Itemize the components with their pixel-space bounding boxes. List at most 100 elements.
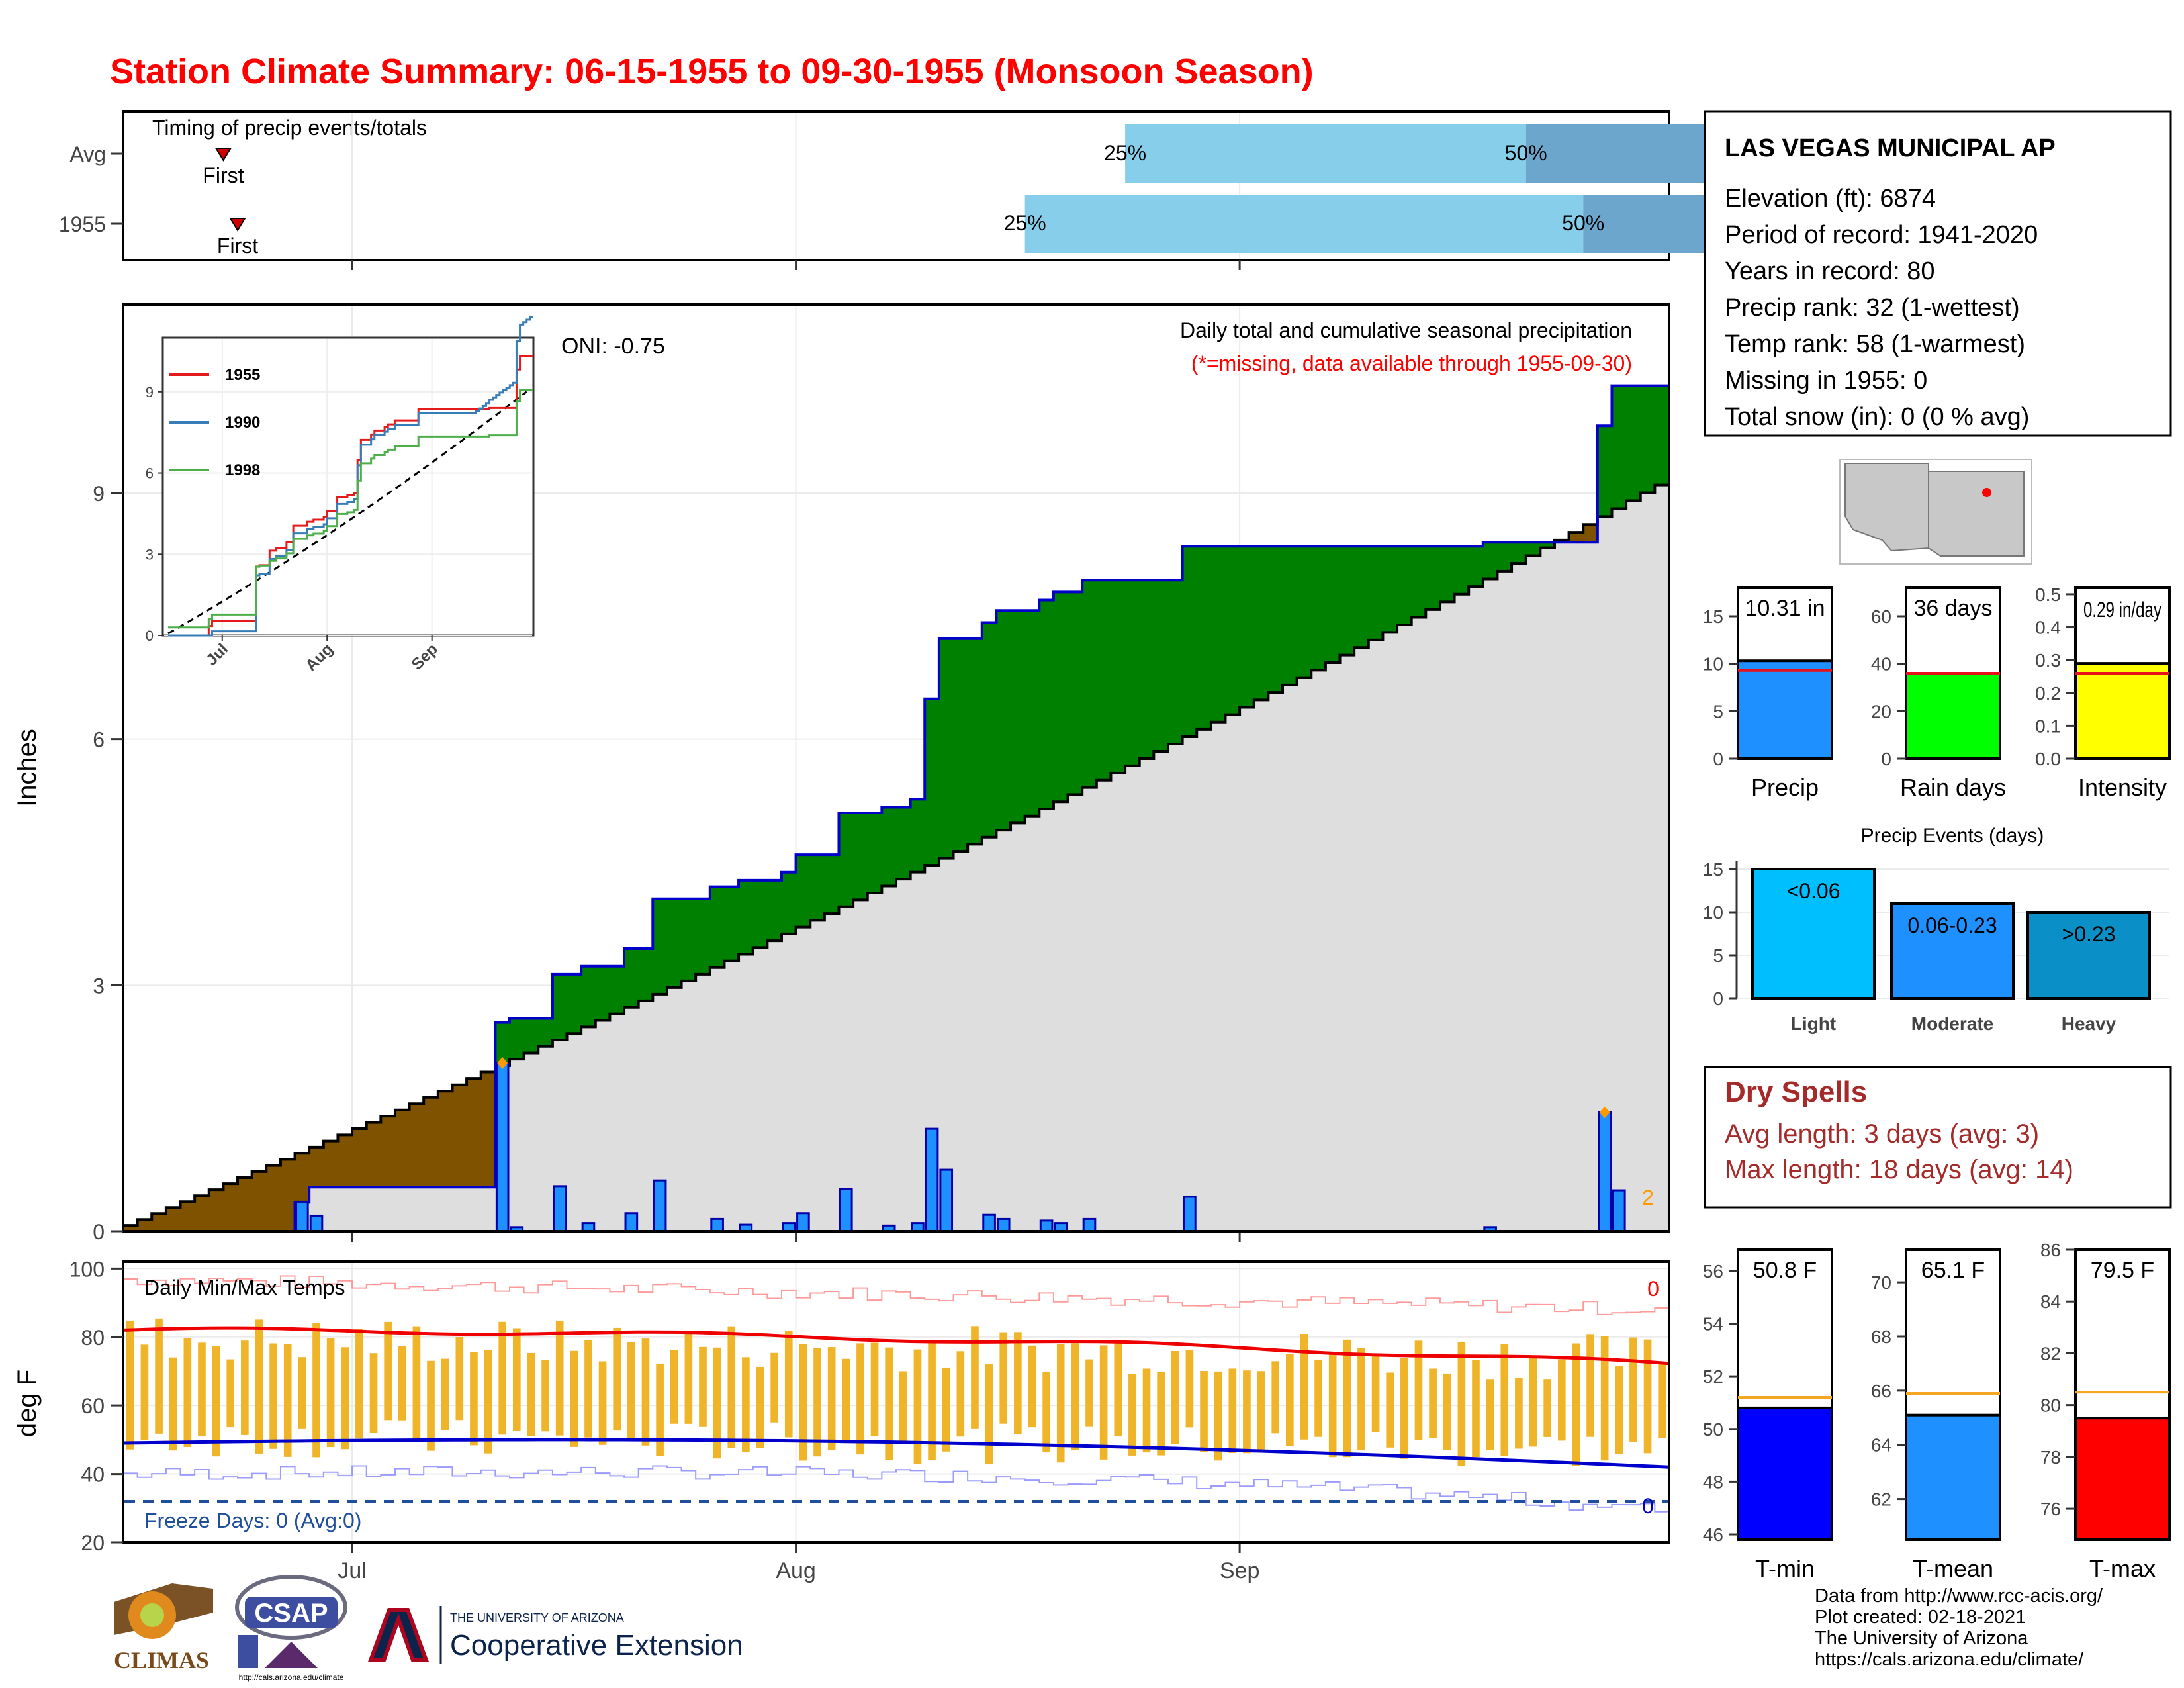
avg-max-line <box>122 1326 1670 1366</box>
record-marker <box>1599 1106 1610 1119</box>
daily-precip-bar <box>295 1200 309 1233</box>
above-average-segment <box>968 638 983 845</box>
above-average-segment <box>1096 580 1112 780</box>
daily-precip-bar <box>553 1185 567 1233</box>
summary-category-label: T-max <box>2089 1555 2156 1582</box>
daily-temp-range-bar <box>1400 1358 1408 1459</box>
daily-temp-range-bar <box>870 1342 879 1436</box>
summary-bar <box>2074 662 2171 760</box>
summary-ytick-label: 0.1 <box>2035 716 2061 736</box>
timing-q25-label: 25% <box>1004 211 1046 235</box>
daily-temp-range-bar <box>1228 1368 1237 1454</box>
temps-title: Daily Min/Max Temps <box>144 1276 345 1299</box>
above-average-segment <box>1626 385 1641 501</box>
above-average-segment <box>824 855 840 914</box>
below-average-segment <box>208 1190 224 1231</box>
events-category-label: Heavy <box>2062 1013 2116 1034</box>
above-average-segment <box>938 638 954 859</box>
above-average-segment <box>1454 546 1469 594</box>
daily-temp-range-bar <box>813 1348 821 1457</box>
above-average-segment <box>896 807 911 880</box>
daily-temp-range-bar <box>770 1352 778 1423</box>
record-marker <box>497 1057 508 1070</box>
above-average-segment <box>781 872 797 934</box>
footer-line: Plot created: 02-18-2021 <box>1815 1607 2026 1628</box>
above-average-segment <box>510 1018 525 1060</box>
daily-temp-range-bar <box>784 1331 793 1438</box>
above-average-segment <box>1154 580 1169 751</box>
above-average-segment <box>853 812 868 900</box>
below-average-segment <box>137 1219 152 1231</box>
below-average-segment <box>251 1171 267 1231</box>
summary-bar <box>1905 1413 2001 1541</box>
avg-cumulative-area <box>123 485 1669 1231</box>
below-average-segment <box>180 1201 195 1231</box>
daily-temp-range-bar <box>1557 1359 1566 1441</box>
daily-temp-range-bar <box>756 1366 764 1448</box>
summary-ytick-label: 5 <box>1713 701 1723 722</box>
daily-temp-range-bar <box>1171 1350 1179 1444</box>
inset-legend-label: 1955 <box>225 366 260 384</box>
above-average-segment <box>1354 546 1369 648</box>
daily-temp-range-bar <box>1443 1373 1451 1450</box>
daily-temp-range-bar <box>212 1346 220 1457</box>
summary-ytick-label: 68 <box>1871 1327 1891 1347</box>
daily-temp-range-bar <box>126 1321 134 1450</box>
summary-ytick-label: 78 <box>2040 1447 2061 1468</box>
daily-temp-range-bar <box>140 1344 149 1440</box>
daily-temp-range-bar <box>1114 1341 1122 1437</box>
above-average-segment <box>953 638 968 852</box>
above-average-segment <box>696 898 711 974</box>
summary-value-label: 10.31 in <box>1745 596 1825 621</box>
daily-precip-bar <box>982 1213 996 1233</box>
daily-temp-range-bar <box>1014 1332 1022 1434</box>
daily-precip-bar <box>796 1212 810 1233</box>
summary-ytick-label: 54 <box>1703 1313 1723 1334</box>
above-average-segment <box>1426 546 1441 610</box>
daily-temp-range-bar <box>1343 1339 1351 1458</box>
above-average-segment <box>1039 600 1054 809</box>
inset-ytick-label: 0 <box>146 628 154 644</box>
above-average-segment <box>1283 546 1298 685</box>
summary-bar <box>2074 1417 2171 1542</box>
events-bar <box>1890 902 2015 1000</box>
dry-title: Dry Spells <box>1725 1076 1867 1108</box>
daily-precip-bar <box>996 1217 1011 1233</box>
above-average-segment <box>1655 385 1670 485</box>
daily-temp-range-bar <box>269 1343 277 1449</box>
temps-xtick-label: Aug <box>776 1558 816 1583</box>
summary-value-label: 0.29 in/day <box>2083 598 2161 622</box>
summary-bar <box>1905 672 2001 760</box>
temps-panel: 0 0 Daily Min/Max Temps Freeze Days: 0 (A… <box>13 1257 1670 1583</box>
above-average-segment <box>1439 546 1455 602</box>
summary-value-label: 36 days <box>1913 596 1992 621</box>
climas-logo: CLIMAS <box>114 1583 213 1673</box>
daily-temp-range-bar <box>598 1361 607 1445</box>
summary-ytick-label: 20 <box>1871 701 1891 722</box>
temps-ytick-label: 100 <box>69 1257 105 1281</box>
daily-temp-range-bar <box>527 1352 535 1436</box>
daily-temp-range-bar <box>298 1357 306 1429</box>
above-average-segment <box>1125 580 1140 766</box>
csap-logo: CSAP http://cals.arizona.edu/climate <box>235 1575 347 1682</box>
daily-temp-range-bar <box>1200 1371 1208 1452</box>
timing-bar-q1 <box>1024 195 1584 253</box>
ua-logo: THE UNIVERSITY OF ARIZONA Cooperative Ex… <box>367 1606 743 1664</box>
station-line: Missing in 1955: 0 <box>1725 367 1927 395</box>
temps-ytick-label: 40 <box>81 1463 105 1487</box>
above-average-segment <box>1640 385 1655 493</box>
daily-temp-range-bar <box>1243 1370 1251 1454</box>
station-info: LAS VEGAS MUNICIPAL AP Elevation (ft): 6… <box>1704 110 2172 437</box>
above-average-segment <box>910 799 925 872</box>
inset-series-line <box>168 316 533 637</box>
above-average-segment <box>767 880 782 941</box>
above-average-segment <box>1325 546 1341 663</box>
daily-temp-range-bar <box>427 1360 435 1451</box>
daily-temp-range-bar <box>1257 1371 1265 1450</box>
first-label: First <box>203 164 244 187</box>
summary-ytick-label: 64 <box>1871 1435 1891 1456</box>
daily-temp-range-bar <box>255 1319 263 1454</box>
csap-bars <box>238 1635 258 1668</box>
daily-precip-bar <box>1612 1189 1626 1233</box>
avg-min-line <box>122 1438 1670 1469</box>
